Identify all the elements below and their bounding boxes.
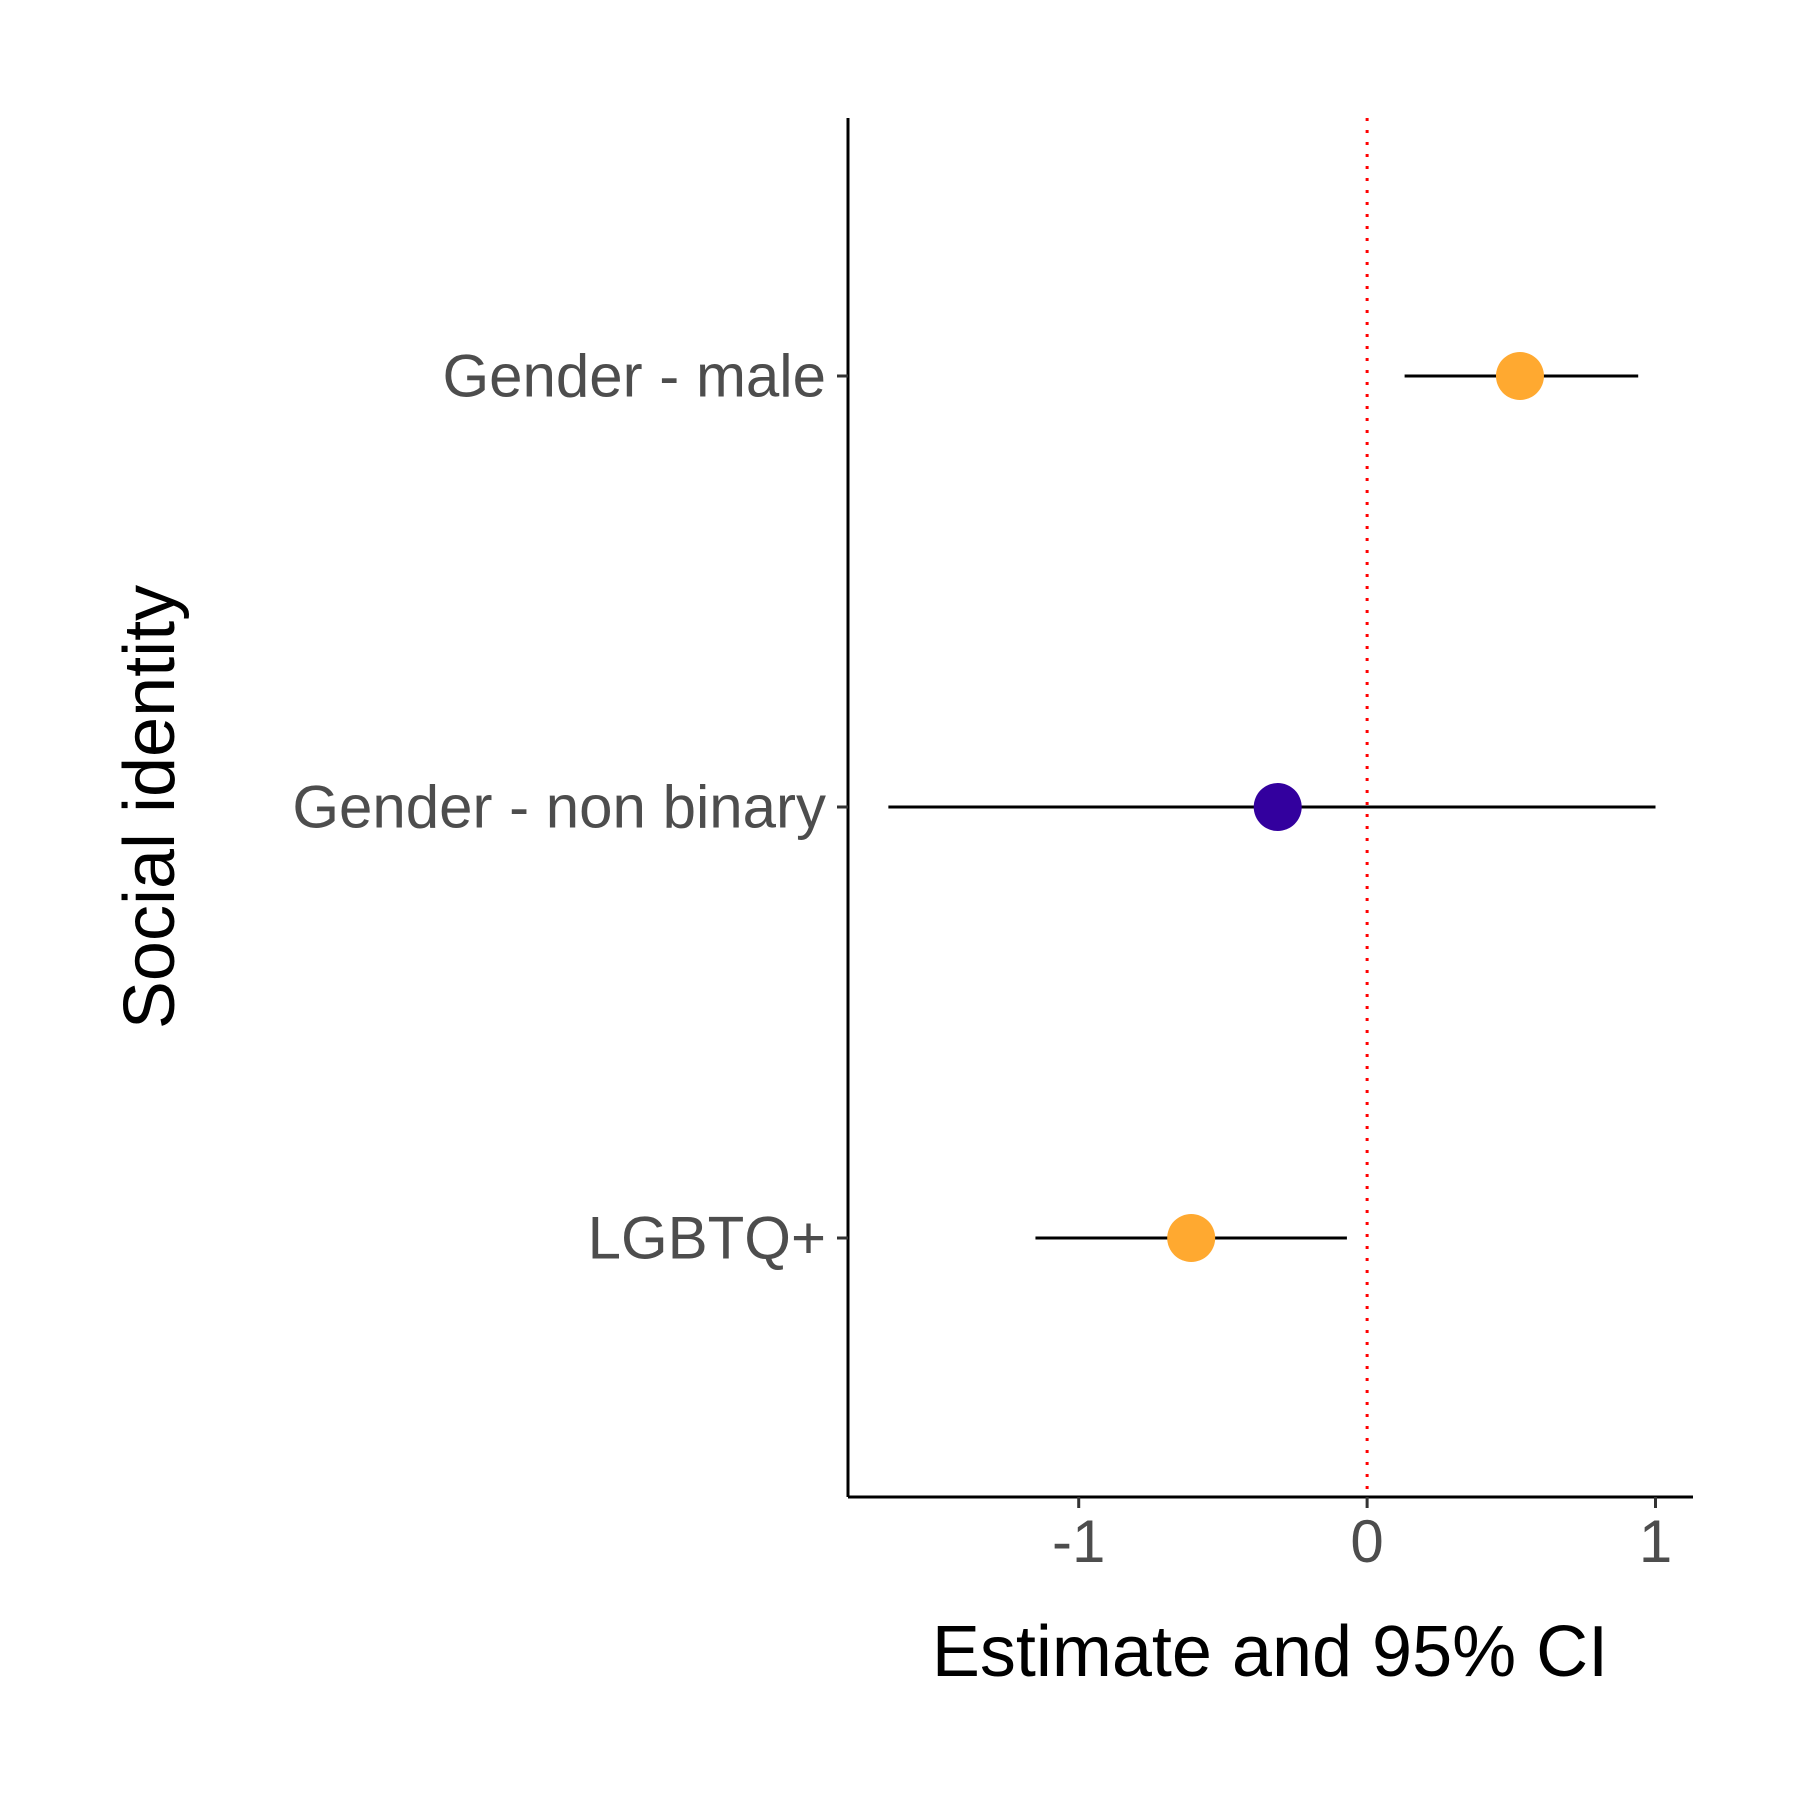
estimate-point-2 [1167,1214,1216,1262]
y-tick-label-2: LGBTQ+ [588,1205,826,1272]
x-tick-label-0: -1 [1052,1508,1105,1575]
y-tick-label-0: Gender - male [443,343,827,410]
x-tick-label-2: 1 [1639,1508,1672,1575]
x-axis-title: Estimate and 95% CI [932,1612,1608,1692]
y-axis-ticks: Gender - male Gender - non binary LGBTQ+ [292,343,848,1272]
estimate-point-1 [1253,783,1302,831]
y-axis-title: Social identity [110,585,190,1029]
x-axis-ticks: -1 0 1 [1052,1497,1672,1575]
estimate-point-0 [1495,352,1544,400]
x-tick-label-1: 0 [1350,1508,1383,1575]
plot-area [888,118,1656,1497]
y-tick-label-1: Gender - non binary [292,774,826,841]
